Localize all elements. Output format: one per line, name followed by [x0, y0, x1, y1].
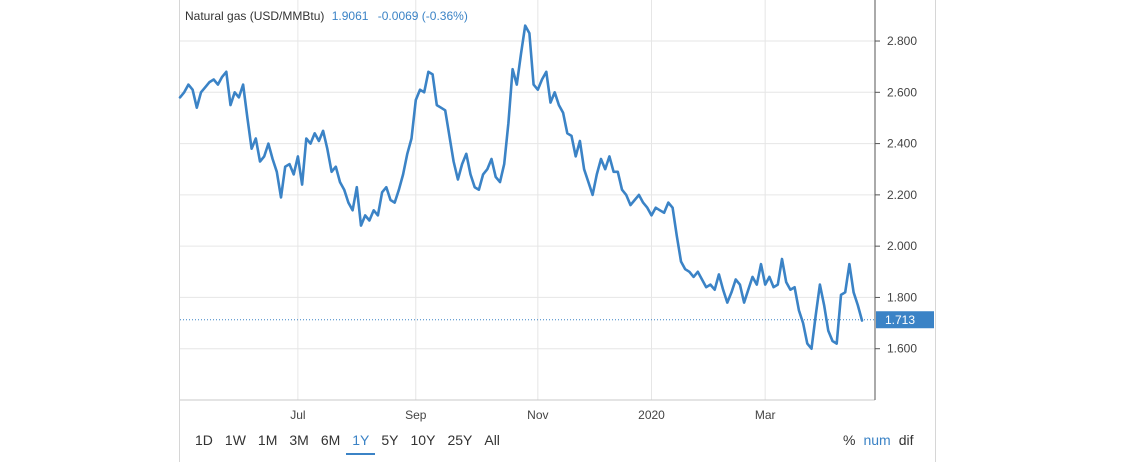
range-button-1d[interactable]: 1D: [195, 432, 213, 448]
mode-button-dif[interactable]: dif: [898, 432, 914, 448]
y-tick-label: 2.800: [887, 34, 917, 48]
range-button-10y[interactable]: 10Y: [410, 432, 436, 448]
y-tick-label: 1.600: [887, 342, 917, 356]
x-tick-label: Sep: [405, 408, 427, 422]
range-button-6m[interactable]: 6M: [320, 432, 341, 448]
series-line: [178, 24, 864, 350]
range-button-1y[interactable]: 1Y: [346, 430, 376, 455]
mode-selector: % num dif: [835, 432, 913, 448]
y-tick-label: 2.400: [887, 137, 917, 151]
range-button-all[interactable]: All: [484, 432, 500, 448]
y-tick-label: 1.800: [887, 290, 917, 304]
y-tick-label: 2.000: [887, 239, 917, 253]
gridlines: [180, 0, 875, 400]
current-price-tag-bg: [876, 311, 934, 329]
y-tick-label: 2.600: [887, 85, 917, 99]
x-tick-label: Jul: [290, 408, 305, 422]
current-price-tag-text: 1.713: [885, 313, 915, 327]
mode-button-percent[interactable]: %: [843, 432, 856, 448]
chart-header: Natural gas (USD/MMBtu) 1.9061 -0.0069 (…: [185, 9, 468, 23]
instrument-label: Natural gas (USD/MMBtu): [185, 9, 325, 23]
range-button-5y[interactable]: 5Y: [381, 432, 399, 448]
x-tick-label: 2020: [638, 408, 665, 422]
mode-button-num[interactable]: num: [863, 432, 891, 448]
range-button-3m[interactable]: 3M: [289, 432, 309, 448]
chart-frame: [179, 0, 936, 462]
range-button-1m[interactable]: 1M: [257, 432, 278, 448]
y-axis-ticks: 1.600 1.800 2.000 2.200 2.400 2.600 2.800: [875, 34, 917, 356]
x-tick-label: Mar: [755, 408, 776, 422]
price-change: -0.0069 (-0.36%): [377, 9, 468, 23]
current-price-tag: 1.713: [876, 311, 934, 329]
last-price: 1.9061: [331, 9, 369, 23]
range-button-1w[interactable]: 1W: [224, 432, 246, 448]
x-tick-label: Nov: [527, 408, 548, 422]
range-button-25y[interactable]: 25Y: [447, 432, 473, 448]
range-selector: 1D 1W 1M 3M 6M 1Y 5Y 10Y 25Y All: [189, 430, 506, 455]
y-tick-label: 2.200: [887, 188, 917, 202]
x-axis-ticks: Jul Sep Nov 2020 Mar: [290, 408, 775, 422]
